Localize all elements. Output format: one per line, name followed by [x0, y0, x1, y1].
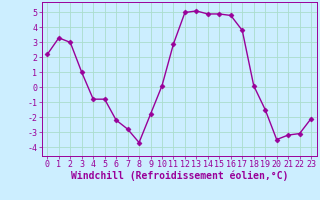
X-axis label: Windchill (Refroidissement éolien,°C): Windchill (Refroidissement éolien,°C): [70, 171, 288, 181]
